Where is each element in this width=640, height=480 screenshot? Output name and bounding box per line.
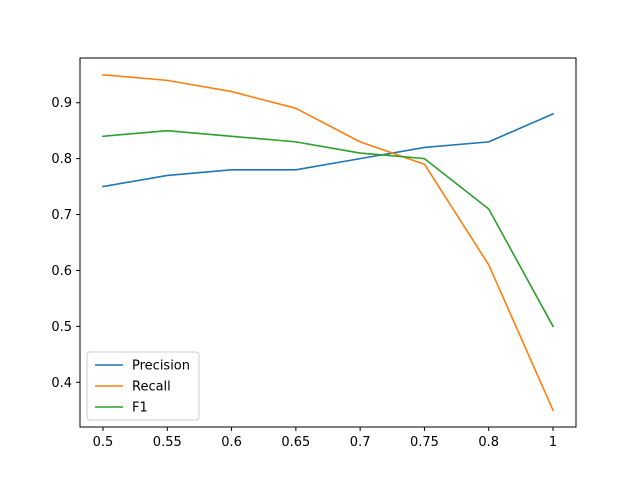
x-tick-label: 0.55	[153, 435, 182, 450]
y-axis-ticks: 0.4 0.5 0.6 0.7 0.8 0.9	[51, 96, 80, 391]
y-tick-label: 0.8	[51, 152, 72, 167]
x-axis-ticks: 0.5 0.55 0.6 0.65 0.7 0.75 0.8 1	[93, 427, 557, 450]
x-tick-label: 0.7	[350, 435, 371, 450]
x-tick-label: 0.65	[281, 435, 310, 450]
x-tick-label: 0.75	[410, 435, 439, 450]
legend-label-recall: Recall	[132, 380, 171, 395]
legend-label-f1: F1	[132, 401, 148, 416]
series-line-recall	[102, 73, 555, 412]
y-tick-label: 0.9	[51, 96, 72, 111]
series-line-precision	[102, 112, 555, 188]
series-lines	[102, 73, 555, 412]
y-tick-label: 0.6	[51, 264, 72, 279]
y-tick-label: 0.4	[51, 376, 72, 391]
series-line-f1	[102, 129, 555, 328]
plot-frame	[79, 57, 577, 428]
x-tick-label: 0.8	[478, 435, 499, 450]
x-tick-label: 0.5	[93, 435, 114, 450]
y-tick-label: 0.7	[51, 208, 72, 223]
x-tick-label: 0.6	[221, 435, 242, 450]
legend-label-precision: Precision	[132, 359, 190, 374]
legend: Precision Recall F1	[86, 351, 200, 421]
legend-box	[86, 351, 200, 421]
x-tick-label: 1	[549, 435, 557, 450]
plot-area-border	[79, 57, 577, 428]
y-tick-label: 0.5	[51, 320, 72, 335]
